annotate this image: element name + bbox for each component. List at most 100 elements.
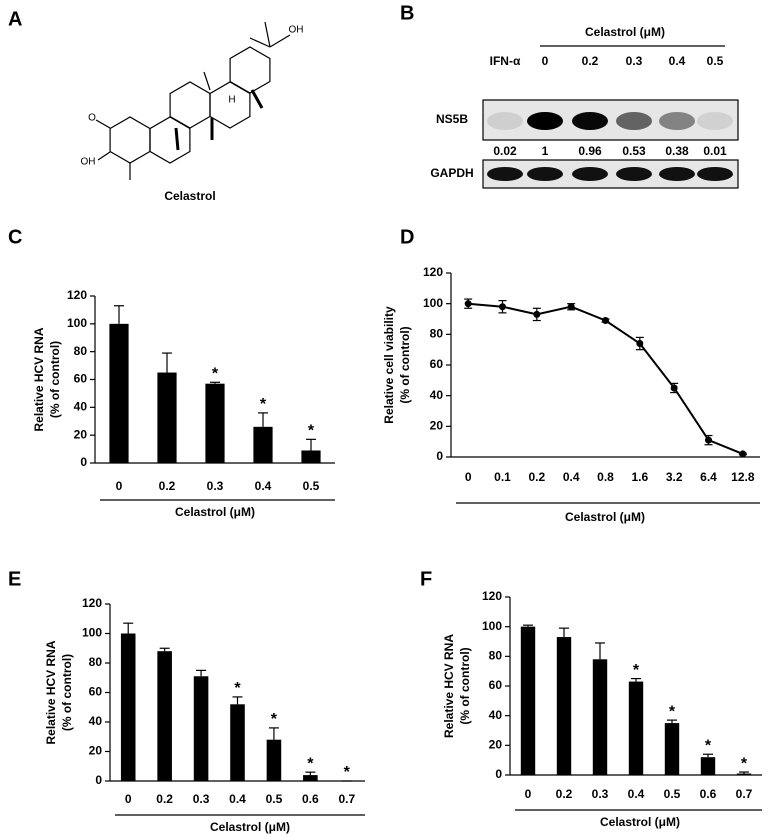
gapdh-band bbox=[659, 167, 695, 181]
significance: * bbox=[741, 755, 748, 772]
bar bbox=[700, 757, 716, 775]
y-tick-label: 0 bbox=[80, 455, 87, 469]
significance: * bbox=[633, 662, 640, 679]
x-tick-label: 0 bbox=[125, 792, 132, 806]
blot-frame bbox=[482, 159, 739, 189]
blot-frame bbox=[482, 99, 739, 141]
bar bbox=[556, 637, 572, 775]
band bbox=[572, 112, 608, 130]
x-tick-label: 0.6 bbox=[700, 787, 717, 801]
x-tick-label: 0.5 bbox=[664, 787, 681, 801]
x-tick-label: 0.4 bbox=[563, 470, 580, 484]
y-axis-label: (% of control) bbox=[398, 326, 412, 403]
point bbox=[705, 436, 712, 444]
gapdh-band bbox=[697, 167, 733, 181]
y-tick-label: 20 bbox=[74, 427, 88, 441]
band-value: 0.53 bbox=[622, 144, 646, 158]
significance: * bbox=[212, 366, 219, 383]
x-axis-label: Celastrol (μM) bbox=[175, 505, 255, 519]
point bbox=[739, 450, 747, 458]
bond bbox=[250, 89, 264, 109]
y-axis-label: Relative HCV RNA bbox=[44, 640, 58, 744]
bar bbox=[120, 633, 136, 781]
x-tick-label: 0.3 bbox=[207, 479, 224, 493]
bond bbox=[203, 71, 211, 91]
y-tick-label: 20 bbox=[430, 419, 444, 433]
bar bbox=[193, 676, 209, 781]
x-tick-label: 0.4 bbox=[229, 792, 246, 806]
bar bbox=[230, 704, 245, 781]
x-tick-label: 0.4 bbox=[628, 787, 645, 801]
y-tick-label: 120 bbox=[67, 288, 87, 302]
y-tick-label: 80 bbox=[89, 655, 103, 669]
significance: * bbox=[234, 680, 241, 697]
band bbox=[697, 112, 733, 130]
gapdh-band bbox=[527, 167, 563, 181]
y-tick-label: 120 bbox=[423, 265, 443, 279]
band bbox=[527, 112, 563, 130]
bar bbox=[157, 651, 172, 781]
x-tick-label: 0.3 bbox=[592, 787, 609, 801]
bar bbox=[109, 323, 129, 463]
significance: * bbox=[260, 396, 267, 413]
band bbox=[659, 112, 695, 130]
atom-label: OH bbox=[289, 25, 304, 36]
x-tick-label: 6.4 bbox=[700, 470, 717, 484]
bar bbox=[303, 775, 318, 781]
bar bbox=[592, 659, 608, 775]
significance: * bbox=[705, 737, 712, 754]
x-tick-label: 12.8 bbox=[731, 470, 755, 484]
y-tick-label: 100 bbox=[82, 626, 102, 640]
x-tick-label: 0.7 bbox=[736, 787, 753, 801]
gapdh-band bbox=[572, 167, 608, 181]
x-tick-label: 0.2 bbox=[156, 792, 173, 806]
point bbox=[636, 340, 644, 348]
bond bbox=[95, 119, 111, 129]
x-axis-label: Celastrol (μM) bbox=[600, 815, 680, 829]
y-axis-label: (% of control) bbox=[458, 647, 472, 724]
y-tick-label: 60 bbox=[89, 685, 103, 699]
x-tick-label: 0 bbox=[116, 479, 123, 493]
panel-letter: D bbox=[400, 226, 414, 248]
y-axis-label: (% of control) bbox=[48, 341, 62, 418]
lane-label: 0.3 bbox=[626, 54, 643, 68]
significance: * bbox=[271, 711, 278, 728]
y-tick-label: 40 bbox=[430, 388, 444, 402]
y-axis-label: Relative HCV RNA bbox=[32, 327, 46, 431]
band bbox=[487, 112, 523, 130]
atom-label: O bbox=[88, 113, 96, 124]
band bbox=[616, 112, 652, 130]
bond bbox=[264, 21, 271, 48]
x-tick-label: 0.2 bbox=[159, 479, 176, 493]
line bbox=[468, 302, 744, 455]
significance: * bbox=[308, 423, 315, 440]
y-tick-label: 40 bbox=[74, 400, 88, 414]
panel-letter: F bbox=[420, 568, 432, 590]
x-tick-label: 0.3 bbox=[193, 792, 210, 806]
y-tick-label: 0 bbox=[95, 773, 102, 787]
x-tick-label: 0.2 bbox=[556, 787, 573, 801]
bond bbox=[97, 151, 111, 161]
x-tick-label: 0.4 bbox=[255, 479, 272, 493]
lane-label: 0 bbox=[542, 54, 549, 68]
bar bbox=[205, 383, 225, 463]
x-tick-label: 0 bbox=[465, 470, 472, 484]
bond bbox=[249, 37, 271, 48]
x-tick-label: 0 bbox=[525, 787, 532, 801]
bar bbox=[266, 739, 282, 781]
y-tick-label: 80 bbox=[489, 649, 503, 663]
y-tick-label: 120 bbox=[82, 596, 102, 610]
point bbox=[464, 300, 472, 308]
panel-letter: B bbox=[400, 2, 414, 24]
x-tick-label: 3.2 bbox=[666, 470, 683, 484]
panel-letter: A bbox=[8, 8, 22, 30]
y-axis-label: Relative cell viability bbox=[382, 306, 396, 424]
x-tick-label: 0.1 bbox=[494, 470, 511, 484]
bar bbox=[301, 450, 321, 463]
significance: * bbox=[344, 764, 351, 781]
y-tick-label: 20 bbox=[89, 744, 103, 758]
y-tick-label: 60 bbox=[74, 372, 88, 386]
bar bbox=[253, 426, 273, 463]
significance: * bbox=[669, 703, 676, 720]
y-tick-label: 100 bbox=[67, 316, 87, 330]
